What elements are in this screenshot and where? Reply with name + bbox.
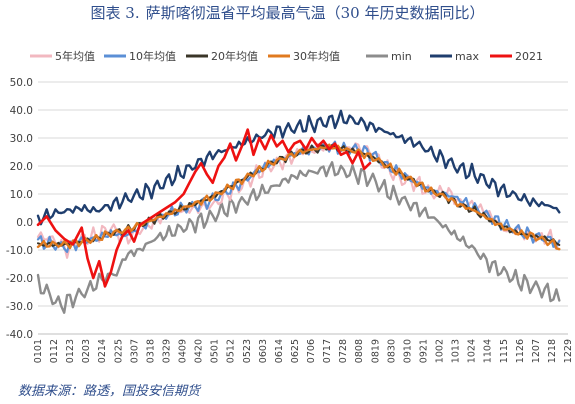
x-tick-label: 0409 (178, 339, 189, 363)
y-tick-label: 20.0 (10, 161, 33, 173)
chart-legend: 5年均值 10年均值 20年均值 30年均值 min max 2021 (30, 49, 543, 63)
y-tick-label: -40.0 (6, 329, 33, 341)
x-tick-label: 0501 (210, 339, 221, 363)
y-tick-label: -30.0 (6, 301, 33, 313)
legend-label: 5年均值 (55, 49, 95, 63)
y-tick-label: 40.0 (10, 105, 33, 117)
x-tick-label: 1207 (531, 339, 542, 363)
series-line-2021 (36, 128, 372, 288)
x-tick-label: 0101 (33, 339, 44, 363)
y-tick-label: -10.0 (6, 245, 33, 257)
legend-item: 2021 (490, 50, 543, 63)
line-chart: 5年均值 10年均值 20年均值 30年均值 min max 2021 -40.0 -30.0… (6, 49, 574, 363)
data-source: 数据来源：路透，国投安信期货 (18, 384, 201, 399)
legend-label: 30年均值 (293, 49, 340, 63)
legend-label: 20年均值 (211, 49, 258, 63)
legend-item: 30年均值 (268, 49, 340, 63)
x-tick-label: 0614 (274, 339, 285, 363)
legend-label: max (455, 50, 479, 63)
x-tick-label: 0123 (65, 339, 76, 363)
x-tick-label: 1126 (515, 339, 526, 363)
x-tick-label: 0512 (226, 339, 237, 363)
x-tick-label: 0830 (386, 339, 397, 363)
chart-series (36, 109, 561, 314)
x-tick-label: 1229 (563, 339, 574, 363)
x-tick-label: 0214 (97, 339, 108, 363)
x-tick-label: 0717 (322, 339, 333, 363)
y-tick-label: -20.0 (6, 273, 33, 285)
x-tick-label: 0307 (129, 339, 140, 363)
x-axis: 0101 0112 0123 0203 0214 0225 0307 0318 0329 0409… (33, 333, 574, 363)
x-tick-label: 1002 (435, 339, 446, 363)
x-tick-label: 1115 (499, 339, 510, 363)
x-tick-label: 0625 (290, 339, 301, 363)
chart-grid (38, 81, 568, 335)
y-axis: -40.0 -30.0 -20.0 -10.0 0.0 10.0 20.0 30.0 40.0 5… (6, 77, 33, 341)
legend-item: min (366, 50, 412, 63)
figure-number: 图表 3. (90, 4, 140, 22)
legend-item: 20年均值 (186, 49, 258, 63)
x-tick-label: 0921 (418, 339, 429, 363)
x-tick-label: 0910 (402, 339, 413, 363)
y-tick-label: 50.0 (10, 77, 33, 89)
x-tick-label: 0808 (354, 339, 365, 363)
legend-label: 2021 (515, 50, 543, 63)
x-tick-label: 0225 (113, 339, 124, 363)
x-tick-label: 1218 (547, 339, 558, 363)
x-tick-label: 1013 (451, 339, 462, 363)
legend-label: min (391, 50, 412, 63)
x-tick-label: 0603 (258, 339, 269, 363)
series-line-max (36, 109, 561, 226)
series-line-30年均值 (36, 143, 561, 251)
chart-title: 图表 3. 萨斯喀彻温省平均最高气温（30 年历史数据同比） (0, 2, 575, 23)
legend-item: max (430, 50, 479, 63)
series-line-min (36, 161, 561, 314)
x-tick-label: 0329 (161, 339, 172, 363)
x-tick-label: 1104 (483, 339, 494, 363)
x-tick-label: 1024 (467, 339, 478, 363)
x-tick-label: 0318 (145, 339, 156, 363)
x-tick-label: 0819 (370, 339, 381, 363)
x-tick-label: 0420 (194, 339, 205, 363)
legend-item: 5年均值 (30, 49, 95, 63)
x-tick-label: 0203 (81, 339, 92, 363)
y-tick-label: 0.0 (16, 217, 33, 229)
x-tick-label: 0523 (242, 339, 253, 363)
legend-label: 10年均值 (129, 49, 176, 63)
y-tick-label: 30.0 (10, 133, 33, 145)
figure-title-text: 萨斯喀彻温省平均最高气温（30 年历史数据同比） (145, 4, 485, 22)
x-tick-label: 0112 (49, 339, 60, 363)
x-tick-label: 0728 (338, 339, 349, 363)
y-tick-label: 10.0 (10, 189, 33, 201)
legend-item: 10年均值 (104, 49, 176, 63)
x-tick-label: 0706 (306, 339, 317, 363)
